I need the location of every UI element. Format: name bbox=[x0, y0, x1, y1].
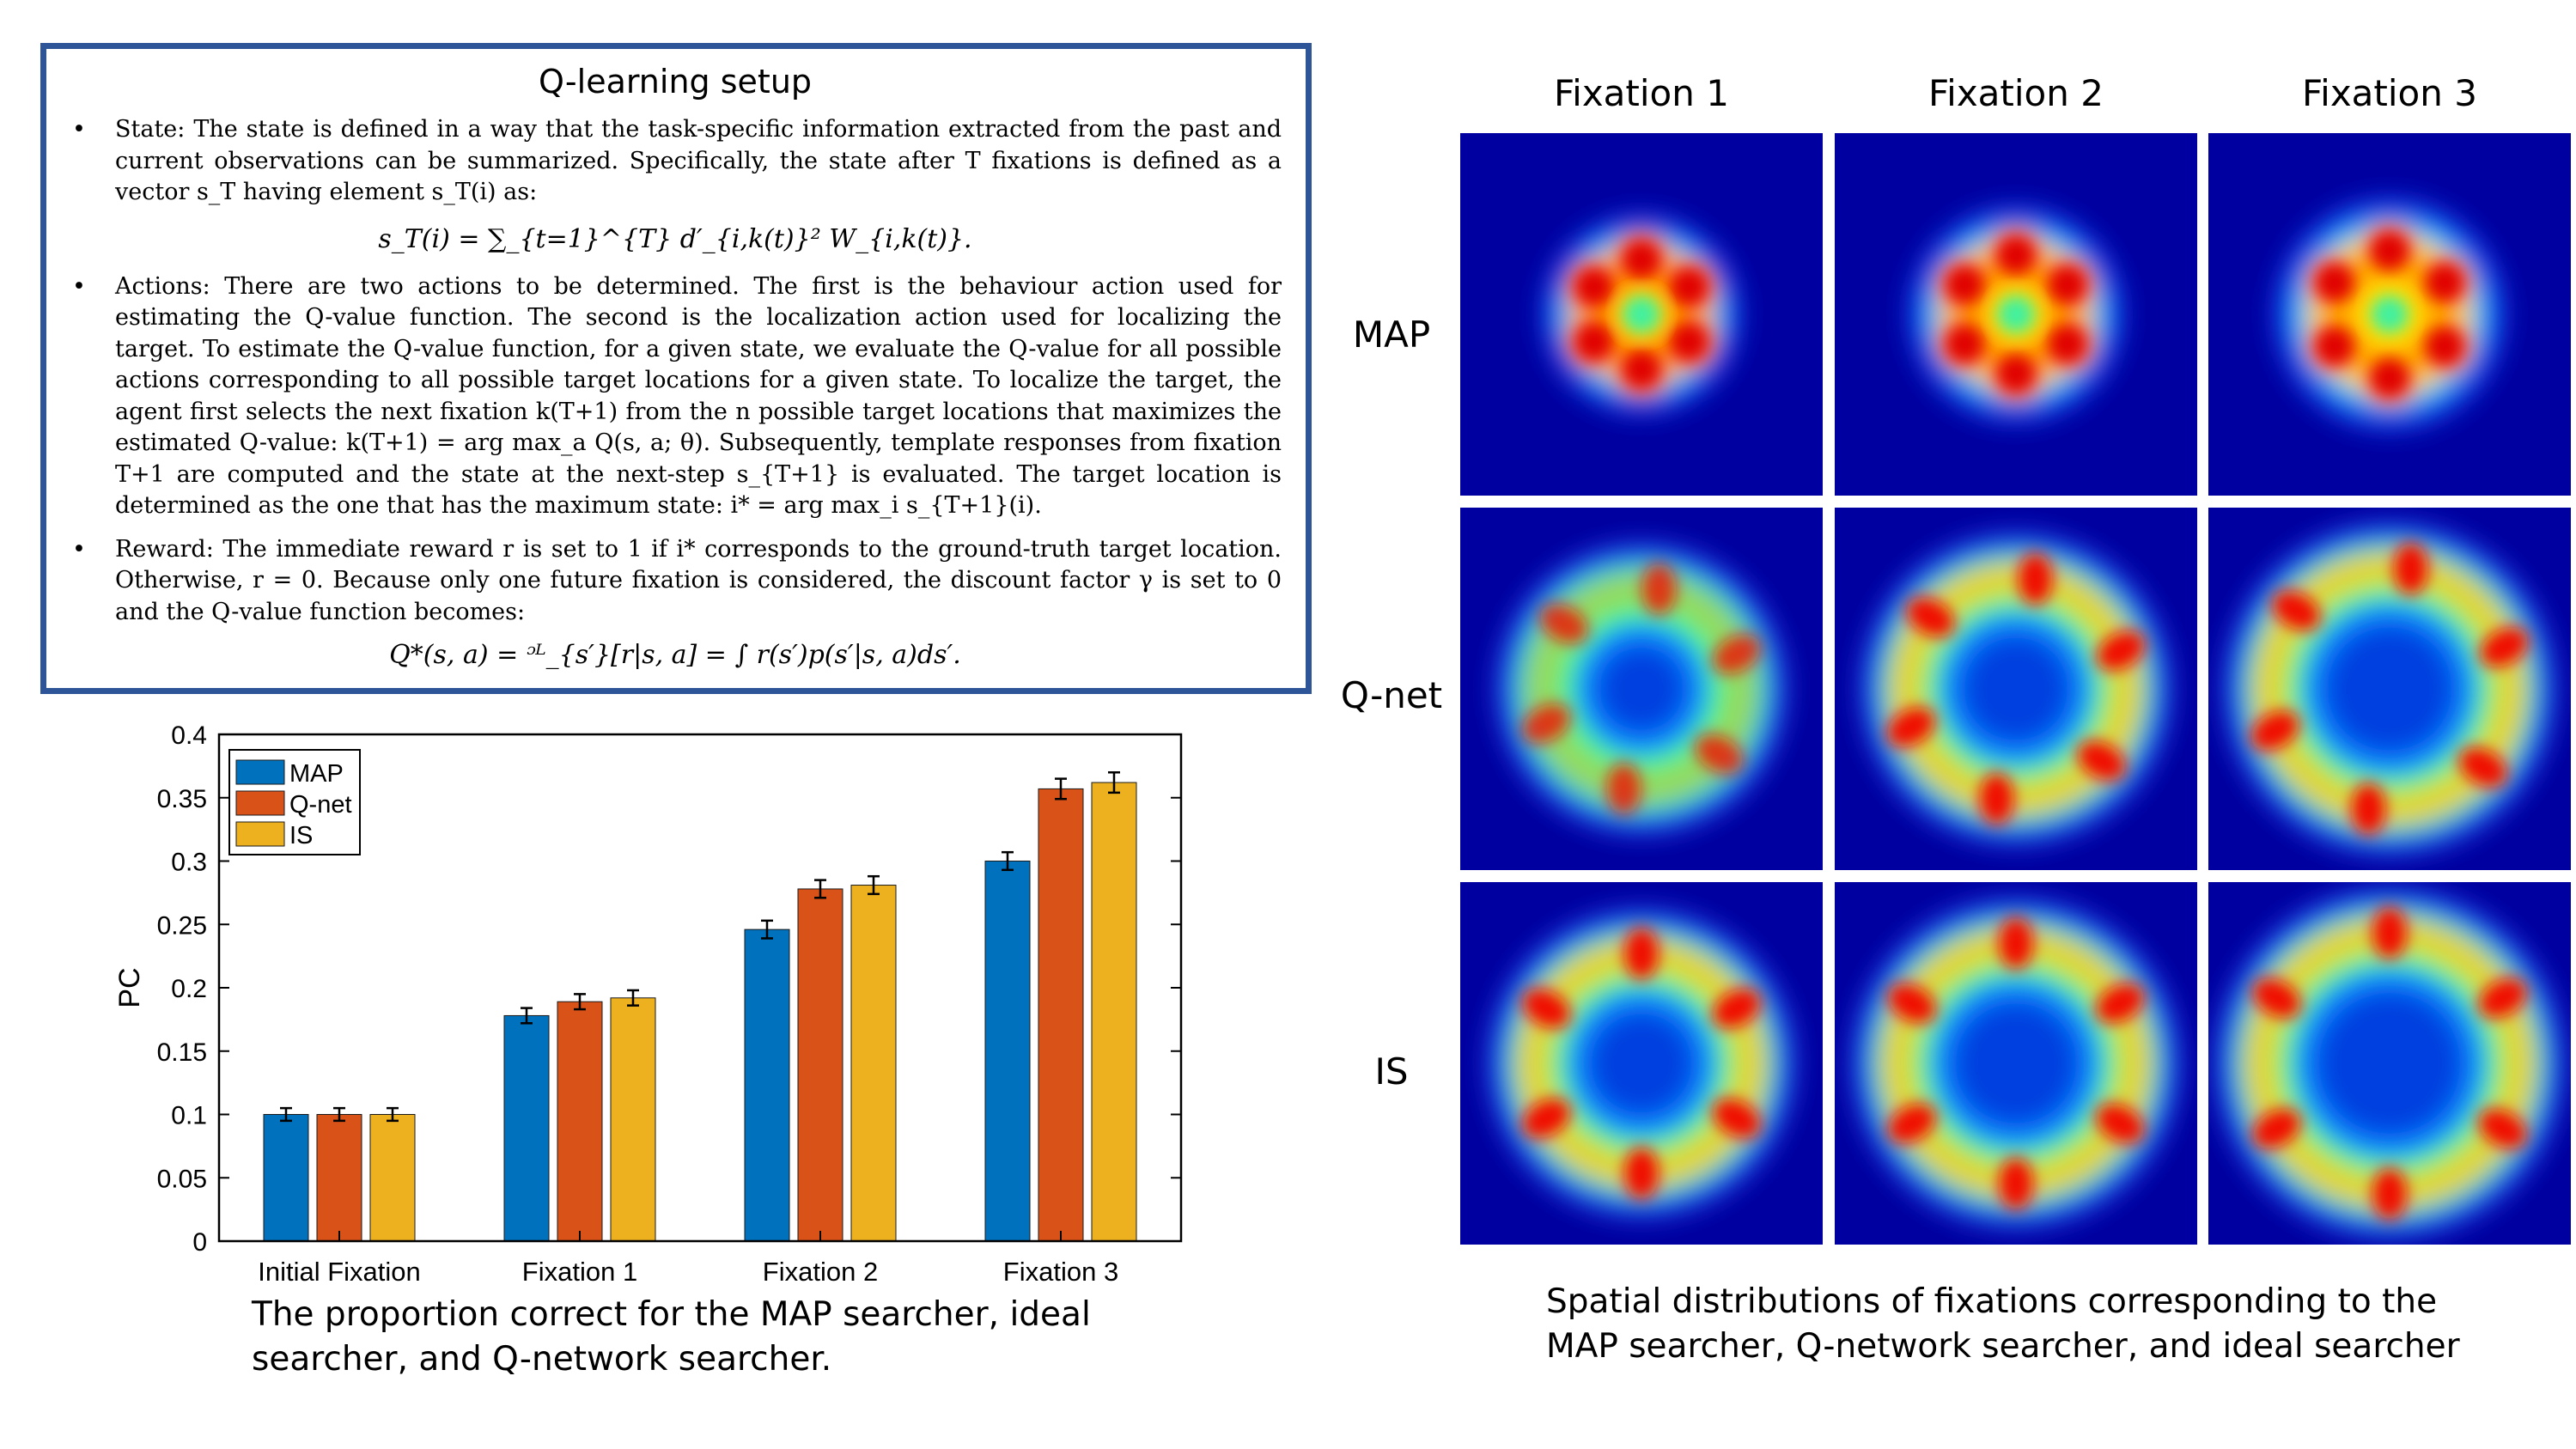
legend-label: MAP bbox=[289, 760, 344, 788]
y-tick-label: 0.2 bbox=[171, 975, 207, 1003]
y-tick-label: 0.25 bbox=[157, 911, 207, 940]
heatmap-map-fixation-2 bbox=[1835, 133, 2197, 496]
y-tick-label: 0.1 bbox=[171, 1102, 207, 1130]
y-tick-label: 0.35 bbox=[157, 785, 207, 813]
bar bbox=[263, 1114, 309, 1242]
row-label-q-net: Q-net bbox=[1340, 674, 1443, 716]
heatmap-q-net-fixation-1 bbox=[1460, 508, 1823, 870]
y-tick-label: 0 bbox=[192, 1228, 207, 1257]
y-axis-label: PC bbox=[113, 967, 146, 1008]
heatmap-q-net-fixation-3 bbox=[2208, 508, 2571, 870]
heatmap-is-fixation-2 bbox=[1835, 882, 2197, 1245]
y-tick-label: 0.15 bbox=[157, 1038, 207, 1067]
q-learning-setup-box: Q-learning setup • State: The state is d… bbox=[40, 43, 1312, 694]
x-tick-label: Fixation 1 bbox=[522, 1257, 637, 1287]
state-equation: s_T(i) = ∑_{t=1}^{T} d′_{i,k(t)}² W_{i,k… bbox=[378, 223, 972, 254]
pc-bar-chart: 0 0.05 0.1 0.15 0.2 0.25 0.3 0.35 0.4 PC Initial F… bbox=[113, 721, 1183, 1287]
bullet-icon: • bbox=[72, 116, 86, 143]
heatmap-caption: Spatial distributions of fixations corre… bbox=[1546, 1282, 2460, 1366]
bar bbox=[797, 888, 843, 1242]
heatmap-map-fixation-1 bbox=[1460, 133, 1823, 496]
legend-swatch bbox=[235, 821, 285, 847]
state-text: State: The state is defined in a way tha… bbox=[115, 116, 1282, 205]
bar bbox=[850, 885, 897, 1242]
setup-title: Q-learning setup bbox=[538, 63, 813, 100]
heatmap-is-fixation-3 bbox=[2208, 882, 2571, 1245]
bullet-icon: • bbox=[72, 272, 86, 300]
setup-actions-item: • Actions: There are two actions to be d… bbox=[69, 271, 1282, 522]
y-tick-label: 0.3 bbox=[171, 849, 207, 877]
heatmap-is-fixation-1 bbox=[1460, 882, 1823, 1245]
legend-swatch bbox=[235, 759, 285, 785]
x-tick-label: Initial Fixation bbox=[258, 1257, 421, 1287]
legend-label: IS bbox=[289, 822, 313, 849]
heatmap-map-fixation-3 bbox=[2208, 133, 2571, 496]
bar bbox=[744, 928, 790, 1242]
bullet-icon: • bbox=[72, 535, 86, 563]
bar bbox=[1091, 782, 1137, 1242]
setup-state-item: • State: The state is defined in a way t… bbox=[69, 114, 1282, 209]
column-header-fixation-1: Fixation 1 bbox=[1554, 72, 1729, 114]
y-tick-label: 0.4 bbox=[171, 721, 207, 750]
bar bbox=[984, 861, 1031, 1242]
x-tick-label: Fixation 3 bbox=[1003, 1257, 1118, 1287]
legend-swatch bbox=[235, 790, 285, 816]
legend-label: Q-net bbox=[289, 791, 352, 819]
bar bbox=[369, 1114, 416, 1242]
row-label-map: MAP bbox=[1352, 314, 1431, 356]
row-label-is: IS bbox=[1374, 1050, 1409, 1093]
bar-chart-caption: The proportion correct for the MAP searc… bbox=[252, 1295, 1091, 1379]
reward-text: Reward: The immediate reward r is set to… bbox=[115, 535, 1282, 625]
column-header-fixation-3: Fixation 3 bbox=[2302, 72, 2477, 114]
bar bbox=[557, 1001, 603, 1242]
bar bbox=[610, 997, 656, 1242]
y-tick-label: 0.05 bbox=[157, 1165, 207, 1193]
x-tick-label: Fixation 2 bbox=[763, 1257, 878, 1287]
bar bbox=[1038, 788, 1084, 1242]
heatmap-q-net-fixation-2 bbox=[1835, 508, 2197, 870]
column-header-fixation-2: Fixation 2 bbox=[1928, 72, 2104, 114]
actions-text: Actions: There are two actions to be det… bbox=[115, 272, 1282, 520]
reward-equation: Q*(s, a) = ᵓᴸ_{s′}[r|s, a] = ∫ r(s′)p(s′… bbox=[389, 640, 961, 670]
bar bbox=[316, 1114, 362, 1242]
setup-reward-item: • Reward: The immediate reward r is set … bbox=[69, 534, 1282, 629]
bar bbox=[503, 1014, 550, 1242]
plot-frame bbox=[217, 733, 1183, 1243]
